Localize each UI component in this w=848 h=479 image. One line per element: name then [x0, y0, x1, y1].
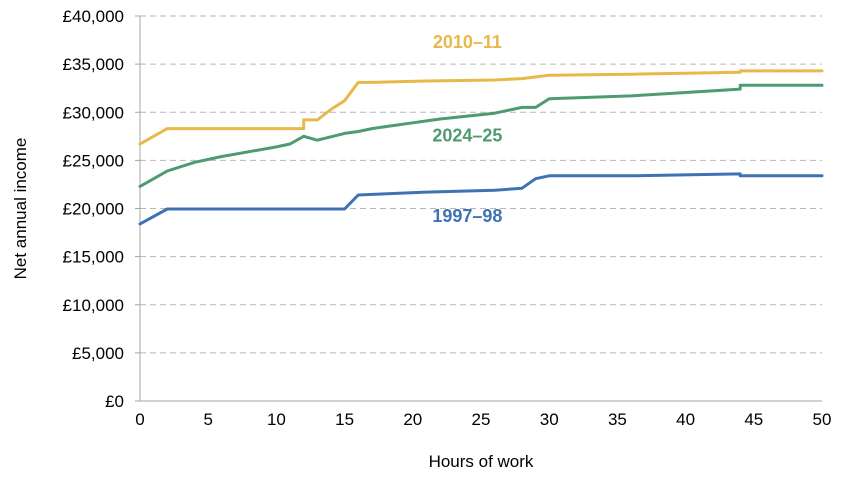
y-tick-label: £30,000	[63, 103, 124, 122]
axes: £0 £5,000 £10,000 £15,000 £20,000 £25,000 £30,…	[63, 7, 832, 429]
y-tick-label: £25,000	[63, 151, 124, 170]
series-line-1	[138, 69, 824, 146]
x-tick-label: 35	[608, 410, 627, 429]
x-tick-label: 40	[676, 410, 695, 429]
y-tick-label: £20,000	[63, 200, 124, 219]
x-tick-label: 30	[540, 410, 559, 429]
x-tick-label: 0	[135, 410, 144, 429]
series-labels: 2010–11 2024–25 1997–98	[432, 32, 502, 226]
y-tick-label: £5,000	[72, 344, 124, 363]
y-tick-label: £35,000	[63, 55, 124, 74]
x-tick-label: 20	[403, 410, 422, 429]
gridlines	[140, 15, 822, 354]
x-tick-label: 50	[813, 410, 832, 429]
series-line-3	[138, 172, 824, 226]
x-tick-label: 25	[472, 410, 491, 429]
series-label-2: 2024–25	[432, 125, 502, 145]
series-line-2	[138, 83, 824, 188]
x-tick-label: 10	[267, 410, 286, 429]
y-tick-label: £0	[105, 392, 124, 411]
series-label-1: 2010–11	[433, 32, 502, 52]
y-tick-label: £15,000	[63, 248, 124, 267]
y-tick-label: £40,000	[63, 7, 124, 26]
x-tick-label: 15	[335, 410, 354, 429]
x-tick-label: 45	[744, 410, 763, 429]
y-axis-title: Net annual income	[11, 138, 30, 280]
x-tick-label: 5	[203, 410, 212, 429]
series-label-3: 1997–98	[432, 206, 502, 226]
x-axis-title: Hours of work	[429, 452, 534, 471]
y-tick-label: £10,000	[63, 296, 124, 315]
series-lines	[138, 69, 824, 226]
